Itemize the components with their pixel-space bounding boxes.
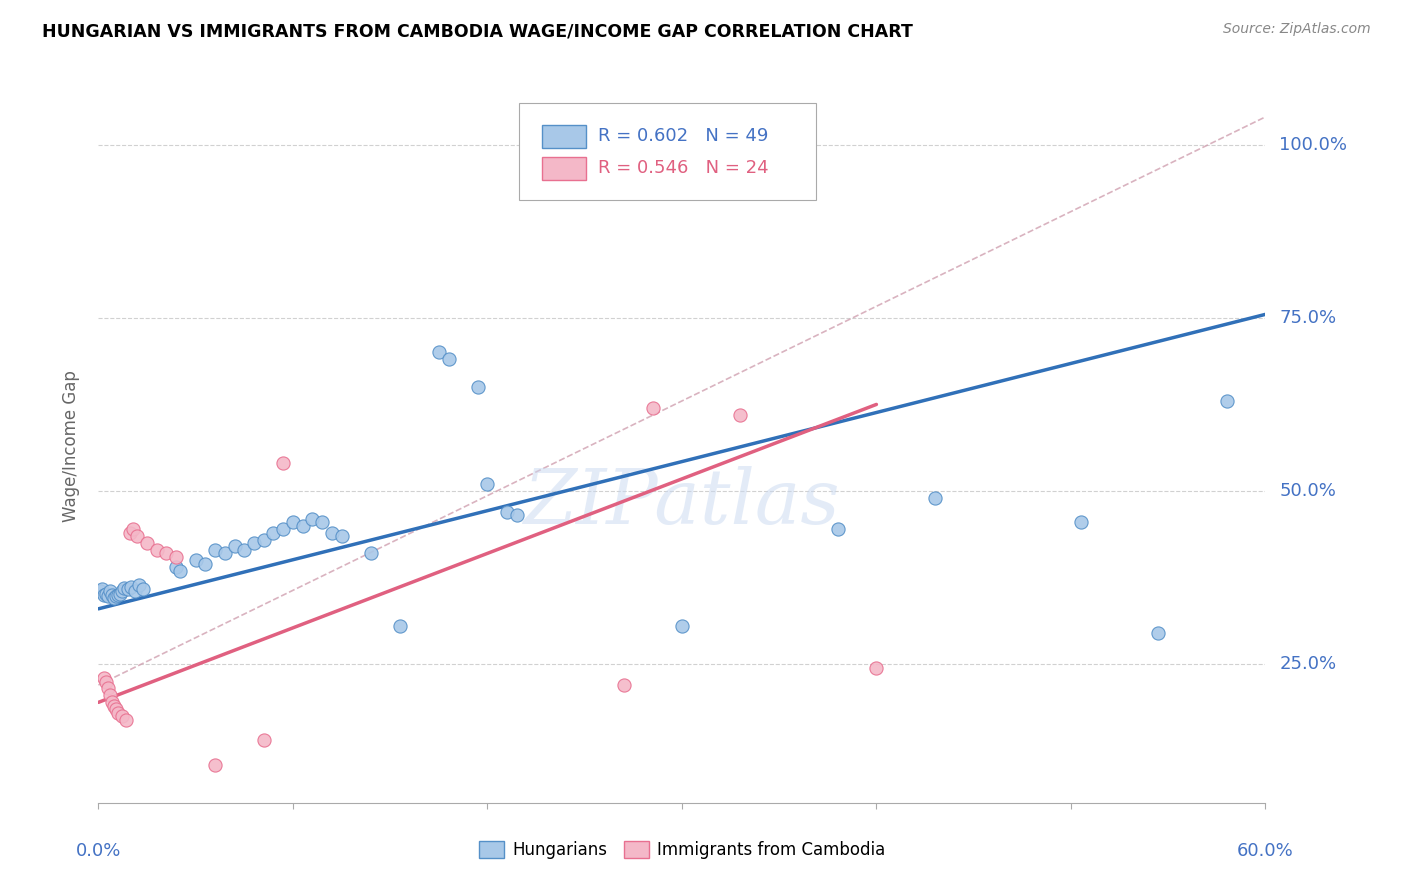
Point: [360, 546, 382, 560]
Point: [127, 529, 149, 543]
Y-axis label: Wage/Income Gap: Wage/Income Gap: [62, 370, 80, 522]
Point: [301, 512, 323, 526]
Text: ZIPatlas: ZIPatlas: [523, 467, 841, 540]
Point: [155, 546, 177, 560]
Point: [427, 345, 450, 359]
Point: [107, 588, 129, 602]
Point: [165, 549, 187, 564]
Point: [253, 733, 276, 747]
Point: [1070, 515, 1092, 529]
Point: [467, 380, 489, 394]
Point: [437, 352, 460, 367]
Text: R = 0.546   N = 24: R = 0.546 N = 24: [598, 160, 769, 178]
Point: [165, 560, 187, 574]
Point: [132, 582, 155, 597]
Point: [924, 491, 946, 505]
Point: [214, 546, 236, 560]
Point: [101, 695, 124, 709]
Point: [291, 518, 314, 533]
Text: HUNGARIAN VS IMMIGRANTS FROM CAMBODIA WAGE/INCOME GAP CORRELATION CHART: HUNGARIAN VS IMMIGRANTS FROM CAMBODIA WA…: [42, 22, 912, 40]
Text: 100.0%: 100.0%: [1279, 136, 1347, 153]
Point: [330, 529, 353, 543]
Point: [671, 619, 693, 633]
Point: [96, 586, 118, 600]
Point: [122, 522, 145, 536]
Point: [91, 582, 114, 597]
Point: [730, 408, 752, 422]
Text: R = 0.602   N = 49: R = 0.602 N = 49: [598, 128, 768, 145]
FancyBboxPatch shape: [541, 125, 586, 148]
Point: [321, 525, 343, 540]
Point: [104, 702, 127, 716]
Point: [613, 678, 636, 692]
Point: [97, 681, 120, 696]
Point: [1147, 626, 1170, 640]
Text: Source: ZipAtlas.com: Source: ZipAtlas.com: [1223, 22, 1371, 37]
Point: [271, 522, 294, 536]
Point: [496, 505, 519, 519]
Point: [271, 456, 294, 470]
Point: [111, 584, 134, 599]
Point: [111, 709, 134, 723]
Point: [262, 525, 284, 540]
Legend: Hungarians, Immigrants from Cambodia: Hungarians, Immigrants from Cambodia: [472, 834, 891, 866]
Text: 25.0%: 25.0%: [1279, 656, 1337, 673]
Point: [477, 477, 499, 491]
Point: [96, 674, 118, 689]
Point: [97, 590, 120, 604]
Point: [281, 515, 304, 529]
Point: [243, 536, 266, 550]
Point: [128, 577, 150, 591]
Point: [107, 706, 129, 720]
Point: [98, 584, 121, 599]
FancyBboxPatch shape: [541, 157, 586, 180]
Text: 0.0%: 0.0%: [76, 842, 121, 860]
Point: [104, 590, 127, 604]
Point: [103, 698, 125, 713]
Point: [169, 564, 191, 578]
Point: [124, 584, 146, 599]
Point: [93, 671, 115, 685]
Point: [641, 401, 664, 415]
Point: [89, 584, 111, 599]
Point: [117, 582, 139, 597]
Text: 50.0%: 50.0%: [1279, 482, 1336, 500]
Point: [505, 508, 527, 523]
Point: [224, 540, 246, 554]
Point: [388, 619, 411, 633]
Point: [103, 591, 125, 606]
FancyBboxPatch shape: [519, 103, 815, 200]
Point: [101, 588, 124, 602]
Point: [184, 553, 207, 567]
Point: [253, 533, 276, 547]
Point: [204, 543, 226, 558]
Point: [1215, 394, 1237, 409]
Point: [204, 757, 226, 772]
Point: [311, 515, 333, 529]
Point: [108, 586, 131, 600]
Point: [112, 581, 135, 595]
Point: [865, 661, 887, 675]
Point: [827, 522, 849, 536]
Point: [93, 588, 115, 602]
Point: [194, 557, 217, 571]
Point: [136, 536, 159, 550]
Point: [146, 543, 169, 558]
Point: [114, 713, 136, 727]
Point: [121, 580, 143, 594]
Text: 75.0%: 75.0%: [1279, 309, 1337, 326]
Point: [233, 543, 256, 558]
Point: [98, 689, 121, 703]
Point: [118, 525, 141, 540]
Text: 60.0%: 60.0%: [1237, 842, 1294, 860]
